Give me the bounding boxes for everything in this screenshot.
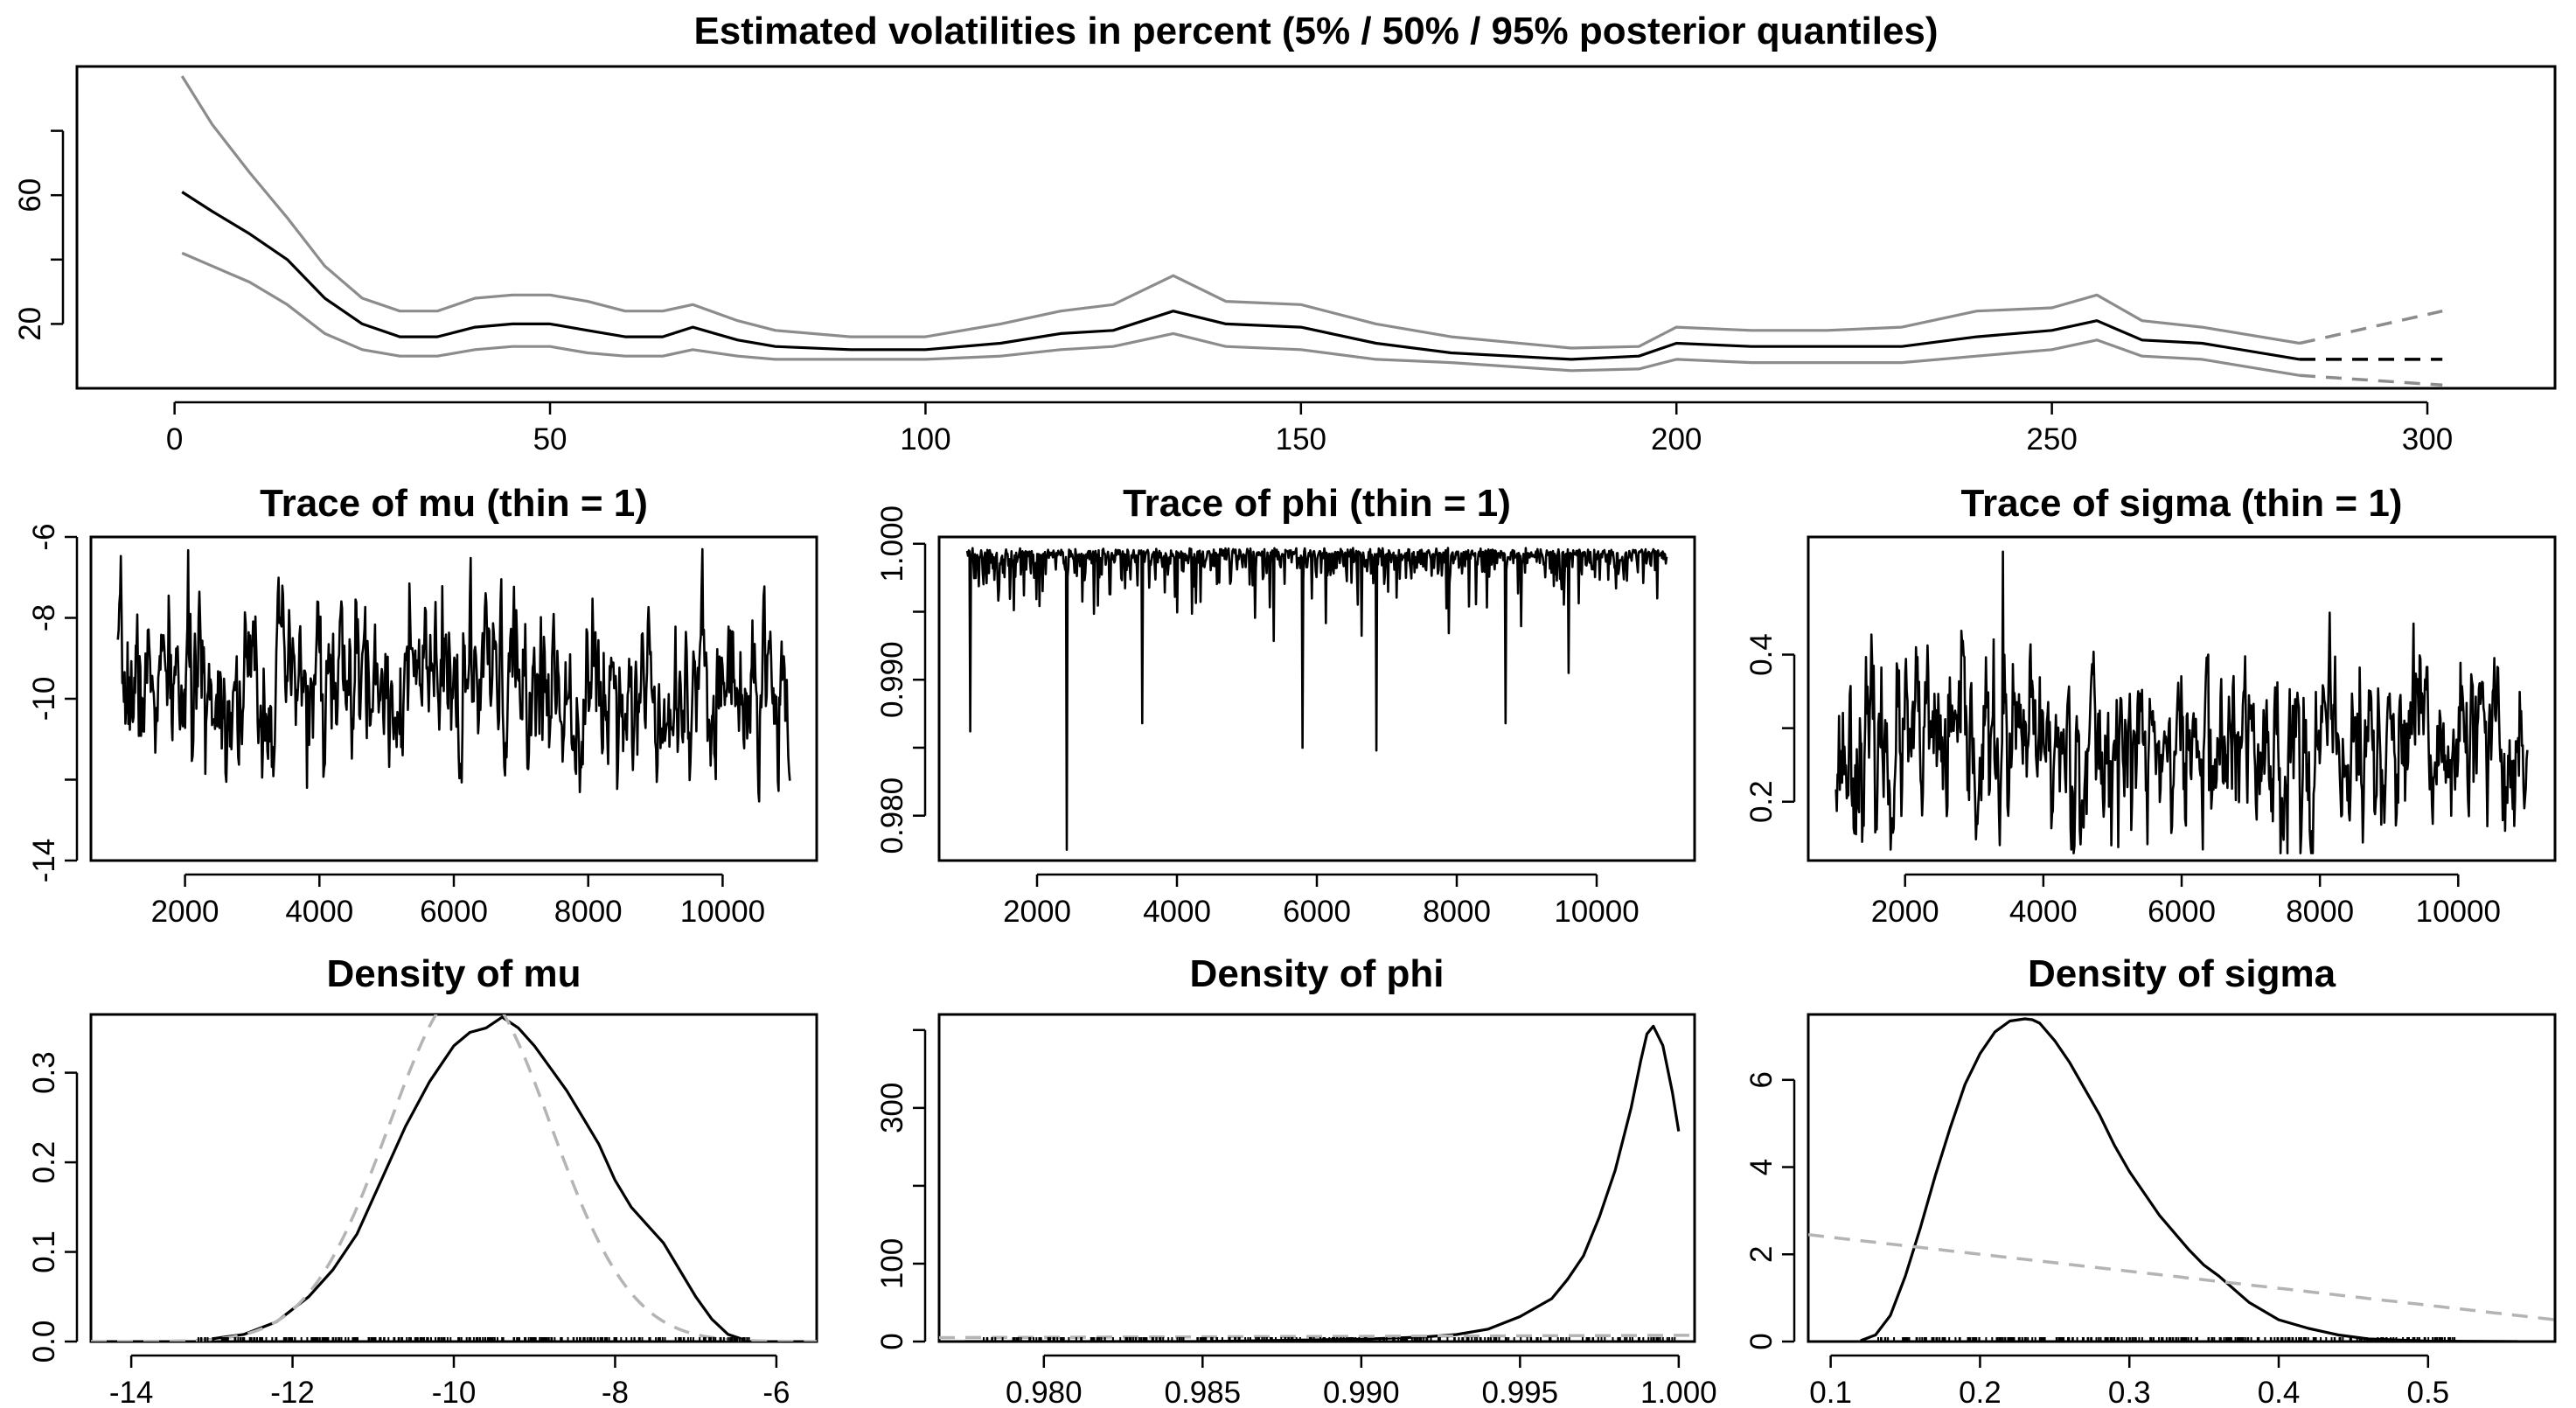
plot-frame [1807, 535, 2557, 862]
rug-marks [983, 1337, 1676, 1342]
rug-marks [197, 1337, 750, 1342]
x-tick-label: 8000 [1423, 895, 1491, 929]
x-tick-label: 10000 [1554, 895, 1639, 929]
plot-frame [89, 1013, 818, 1343]
panel-density-phi: Density of phi 0.980 0.985 0.990 0.995 1.000 0… [875, 952, 1717, 1408]
x-tick-label: 0 [166, 422, 183, 457]
series-posterior-density [964, 1024, 1681, 1342]
y-tick-label: 0.0 [27, 1321, 61, 1363]
plot-frame [937, 1013, 1696, 1343]
x-tick-label: 0.5 [2406, 1376, 2449, 1408]
x-tick-label: 0.985 [1165, 1376, 1242, 1408]
y-tick-label: 0 [1744, 1333, 1779, 1349]
x-tick-label: 6000 [2148, 895, 2216, 929]
x-tick-label: 200 [1651, 422, 1702, 457]
y-tick-label: 0.1 [27, 1230, 61, 1273]
x-tick-label: 4000 [285, 895, 353, 929]
series-prior-density [1808, 1233, 2555, 1321]
x-tick-label: 0.980 [1006, 1376, 1083, 1408]
y-tick-label: 0 [875, 1333, 909, 1349]
x-tick-label: -12 [270, 1376, 315, 1408]
x-tick-label: 4000 [2009, 895, 2078, 929]
panel-trace-sigma: Trace of sigma (thin = 1) 2000 4000 6000 800… [1744, 482, 2557, 929]
x-tick-label: 0.4 [2258, 1376, 2301, 1408]
x-tick-label: -6 [762, 1376, 790, 1408]
x-tick-label: 6000 [1283, 895, 1351, 929]
y-tick-label: 2 [1744, 1246, 1779, 1263]
x-tick-label: 0.1 [1809, 1376, 1852, 1408]
y-tick-label: 0.990 [875, 641, 909, 718]
x-tick-label: -8 [602, 1376, 629, 1408]
plot-frame [1807, 1013, 2557, 1343]
y-tick-label: 4 [1744, 1159, 1779, 1175]
x-tick-label: 8000 [554, 895, 623, 929]
y-tick-label: 6 [1744, 1071, 1779, 1088]
y-tick-label: 1.000 [875, 505, 909, 582]
series-95-quantile [180, 75, 2301, 350]
x-tick-label: 2000 [1871, 895, 1939, 929]
series-5-forecast [2299, 373, 2443, 387]
x-tick-label: -10 [432, 1376, 477, 1408]
x-tick-label: 10000 [2416, 895, 2501, 929]
series-prior-density [91, 1014, 817, 1342]
series-5-quantile [181, 251, 2301, 377]
chart-title: Density of phi [1190, 952, 1445, 995]
x-tick-label: 2000 [1003, 895, 1071, 929]
plot-frame [89, 535, 818, 862]
x-tick-label: 0.990 [1323, 1376, 1400, 1408]
x-tick-label: 300 [2402, 422, 2453, 457]
y-tick-label: 100 [875, 1238, 909, 1289]
rug-marks [1877, 1337, 2456, 1342]
panel-trace-phi: Trace of phi (thin = 1) 2000 4000 6000 8000 1… [875, 482, 1696, 929]
y-tick-label: 0.4 [1744, 633, 1779, 676]
x-tick-label: 6000 [420, 895, 488, 929]
x-tick-label: 2000 [151, 895, 219, 929]
x-tick-label: 4000 [1143, 895, 1211, 929]
y-tick-label: -10 [27, 677, 61, 721]
trace-line [116, 547, 791, 803]
x-tick-label: 10000 [680, 895, 765, 929]
y-tick-label: 0.980 [875, 777, 909, 854]
x-tick-label: 50 [533, 422, 567, 457]
y-tick-label: 20 [13, 307, 47, 341]
series-prior-density [939, 1334, 1695, 1340]
panel-density-mu: Density of mu -14 -12 -10 -8 -6 0.0 0.1 0.2 0.3 [27, 952, 818, 1408]
y-tick-label: -6 [27, 523, 61, 550]
chart-title: Trace of phi (thin = 1) [1123, 482, 1511, 525]
x-tick-label: 0.2 [1959, 1376, 2002, 1408]
x-tick-label: 100 [900, 422, 950, 457]
chart-title: Trace of sigma (thin = 1) [1961, 482, 2403, 525]
x-tick-label: 250 [2026, 422, 2077, 457]
series-95-forecast [2299, 309, 2443, 345]
y-tick-label: 60 [13, 178, 47, 213]
trace-line [965, 547, 1668, 851]
chart-title: Estimated volatilities in percent (5% / … [693, 10, 1938, 52]
y-tick-label: -8 [27, 604, 61, 631]
panel-trace-mu: Trace of mu (thin = 1) 2000 4000 6000 8000 10… [27, 482, 818, 929]
panel-density-sigma: Density of sigma 0.1 0.2 0.3 0.4 0.5 0 2 4 6 [1744, 952, 2557, 1408]
x-tick-label: 0.995 [1482, 1376, 1559, 1408]
series-50-quantile [181, 191, 2301, 361]
series-posterior-density [1860, 1017, 2518, 1342]
plot-frame [75, 65, 2557, 390]
trace-line [1835, 550, 2529, 854]
x-tick-label: -14 [109, 1376, 154, 1408]
y-tick-label: 300 [875, 1083, 909, 1133]
y-tick-label: -14 [27, 839, 61, 883]
x-tick-label: 0.3 [2108, 1376, 2151, 1408]
y-tick-label: 0.2 [27, 1141, 61, 1184]
y-tick-label: 0.3 [27, 1051, 61, 1094]
y-tick-label: 0.2 [1744, 780, 1779, 823]
x-tick-label: 1.000 [1640, 1376, 1717, 1408]
x-tick-label: 8000 [2286, 895, 2354, 929]
chart-title: Density of mu [327, 952, 581, 995]
series-posterior-density [212, 1015, 745, 1342]
panel-volatility: Estimated volatilities in percent (5% / … [13, 10, 2557, 457]
chart-title: Density of sigma [2028, 952, 2336, 995]
chart-title: Trace of mu (thin = 1) [260, 482, 648, 525]
plot-frame [937, 535, 1696, 862]
x-tick-label: 150 [1276, 422, 1326, 457]
